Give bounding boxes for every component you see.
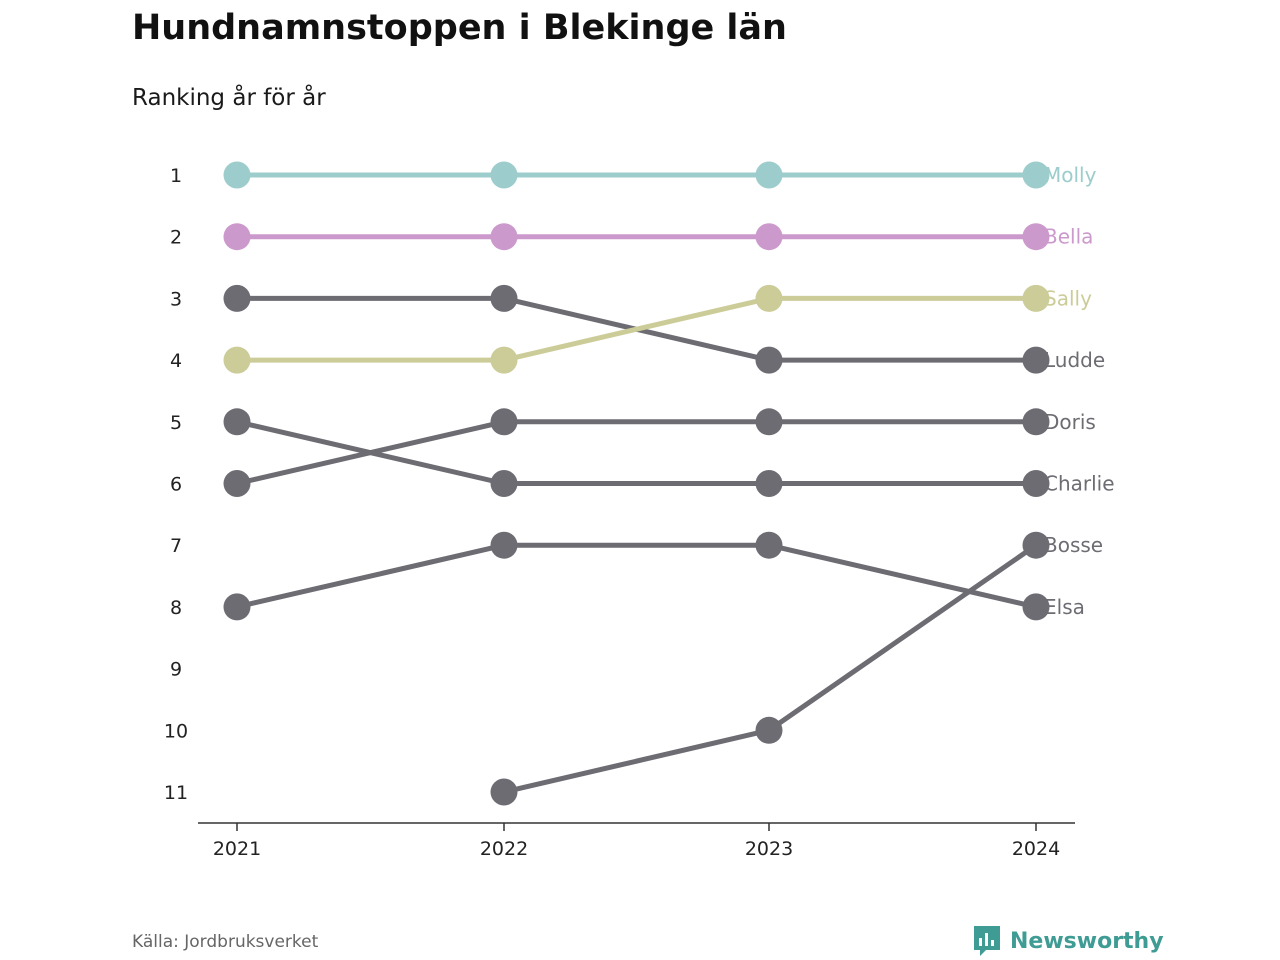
- point-molly: [490, 161, 518, 189]
- series-label-bosse: Bosse: [1044, 533, 1103, 557]
- series-elsa: [223, 531, 1050, 621]
- point-doris: [223, 470, 251, 497]
- bar-chart-logo-icon: [974, 926, 1000, 956]
- point-bella: [755, 223, 783, 251]
- series-label-elsa: Elsa: [1044, 595, 1085, 619]
- point-charlie: [1022, 470, 1050, 497]
- point-charlie: [755, 470, 783, 497]
- point-ludde: [755, 346, 783, 374]
- brand-name: Newsworthy: [1010, 928, 1164, 954]
- point-ludde: [1022, 346, 1050, 374]
- series-label-charlie: Charlie: [1044, 472, 1115, 496]
- point-bosse: [490, 778, 518, 806]
- point-ludde: [223, 284, 251, 312]
- point-bella: [223, 223, 251, 251]
- point-bosse: [755, 716, 783, 744]
- series-bella: [223, 223, 1050, 251]
- point-doris: [490, 408, 518, 436]
- point-charlie: [490, 470, 518, 497]
- point-elsa: [755, 531, 783, 559]
- point-bosse: [1022, 531, 1050, 559]
- y-tick-label: 8: [170, 597, 182, 619]
- series-label-sally: Sally: [1044, 286, 1092, 310]
- point-elsa: [223, 593, 251, 621]
- y-tick-label: 4: [170, 350, 182, 372]
- series-labels: Ludde Doris Charlie Bosse Elsa Molly Bella Sall…: [1044, 163, 1115, 619]
- series-line-charlie: [236, 419, 1036, 486]
- y-tick-label: 3: [170, 288, 182, 310]
- y-tick-label: 10: [164, 720, 188, 742]
- chart-title: Hundnamnstoppen i Blekinge län: [132, 8, 787, 48]
- series-label-doris: Doris: [1044, 410, 1096, 434]
- y-tick-label: 7: [170, 535, 182, 557]
- point-doris: [1022, 408, 1050, 436]
- series-label-ludde: Ludde: [1044, 348, 1105, 372]
- x-tick-label: 2023: [745, 838, 793, 860]
- series-sally: [223, 284, 1050, 374]
- point-molly: [223, 161, 251, 189]
- point-sally: [223, 346, 251, 374]
- series-label-bella: Bella: [1044, 225, 1093, 249]
- y-tick-label: 6: [170, 474, 182, 496]
- y-axis: 1 2 3 4 5 6 7 8 9 10 11: [164, 165, 188, 804]
- y-tick-label: 1: [170, 165, 182, 187]
- y-tick-label: 9: [170, 659, 182, 681]
- series-line-doris: [236, 419, 1036, 486]
- point-sally: [490, 346, 518, 374]
- series-line-elsa: [236, 542, 1037, 610]
- y-tick-label: 11: [164, 782, 188, 804]
- series-charlie: [223, 408, 1050, 497]
- series-line-sally: [237, 295, 1036, 363]
- y-tick-label: 2: [170, 227, 182, 249]
- point-sally: [1022, 284, 1050, 312]
- series-line-bosse: [503, 543, 1038, 795]
- chart-subtitle: Ranking år för år: [132, 85, 326, 111]
- y-tick-label: 5: [170, 412, 182, 434]
- point-bella: [1022, 223, 1050, 251]
- series-label-molly: Molly: [1044, 163, 1097, 187]
- source-note: Källa: Jordbruksverket: [132, 932, 319, 952]
- series-molly: [223, 161, 1050, 189]
- x-tick-label: 2024: [1012, 838, 1060, 860]
- point-ludde: [490, 284, 518, 312]
- point-doris: [755, 408, 783, 436]
- point-elsa: [1022, 593, 1050, 621]
- point-elsa: [490, 531, 518, 559]
- x-axis: 2021 2022 2023 2024: [213, 823, 1060, 860]
- point-bella: [490, 223, 518, 251]
- point-molly: [755, 161, 783, 189]
- series-layer: [223, 161, 1050, 806]
- point-sally: [755, 284, 783, 312]
- point-charlie: [223, 408, 251, 436]
- series-bosse: [490, 531, 1050, 806]
- point-molly: [1022, 161, 1050, 189]
- bump-chart: 1 2 3 4 5 6 7 8 9 10 11 2021 2022 2023 2024 Ludde Dori…: [164, 161, 1115, 860]
- x-tick-label: 2021: [213, 838, 261, 860]
- brand-logo: Newsworthy: [972, 924, 1164, 958]
- x-tick-label: 2022: [480, 838, 528, 860]
